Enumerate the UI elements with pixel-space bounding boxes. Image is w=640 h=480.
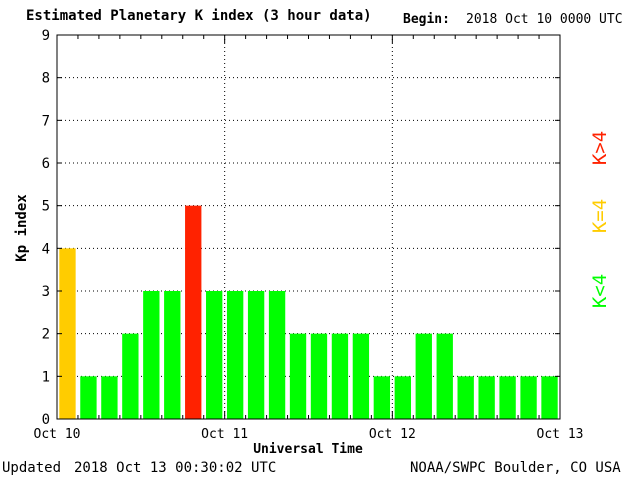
bars — [59, 205, 558, 419]
kp-bar — [101, 376, 118, 419]
kp-bar — [352, 333, 370, 419]
kp-bar — [478, 376, 495, 419]
x-axis-label: Universal Time — [253, 442, 363, 457]
y-tick-label: 0 — [42, 412, 50, 428]
y-tick-label: 1 — [42, 369, 50, 385]
credit-text: NOAA/SWPC Boulder, CO USA — [410, 460, 621, 476]
kp-bar — [268, 291, 286, 419]
kp-bar — [520, 376, 537, 419]
y-tick-label: 6 — [42, 156, 50, 172]
begin-date: 2018 Oct 10 0000 UTC — [466, 12, 623, 27]
kp-bar — [164, 291, 181, 419]
x-tick-label: Oct 10 — [34, 427, 81, 442]
kp-bar — [310, 333, 328, 419]
kp-bar — [206, 291, 223, 419]
kp-bar — [80, 376, 97, 419]
kp-bar — [457, 376, 474, 419]
kp-bar — [436, 333, 453, 419]
legend-mid: K=4 — [589, 199, 611, 233]
kp-bar — [394, 376, 411, 419]
updated-label: Updated — [2, 460, 62, 476]
x-tick-label: Oct 13 — [537, 427, 584, 442]
y-tick-label: 8 — [42, 71, 50, 87]
kp-bar — [226, 291, 244, 419]
kp-bar — [122, 333, 139, 419]
axes: 0 1 2 3 4 5 6 7 8 9 Oct 10 Oct 11 Oct 12 Oct 13 — [34, 28, 584, 442]
x-tick-label: Oct 12 — [369, 427, 416, 442]
kp-bar — [59, 248, 76, 419]
kp-bar — [289, 333, 307, 419]
kp-bar — [247, 291, 265, 419]
updated-value: 2018 Oct 13 00:30:02 UTC — [74, 460, 277, 476]
y-tick-label: 7 — [42, 113, 50, 129]
grid-lines — [57, 35, 560, 419]
legend-high: K>4 — [589, 131, 611, 165]
kp-bar — [185, 205, 202, 419]
kp-bar — [499, 376, 516, 419]
kp-bar — [143, 291, 160, 419]
kp-bar — [541, 376, 558, 419]
y-tick-label: 2 — [42, 327, 50, 343]
x-tick-label: Oct 11 — [201, 427, 248, 442]
y-tick-label: 9 — [42, 28, 50, 44]
y-tick-label: 3 — [42, 284, 50, 300]
y-tick-label: 5 — [42, 199, 50, 215]
begin-label: Begin: — [403, 12, 450, 27]
kp-bar — [415, 333, 432, 419]
chart-title: Estimated Planetary K index (3 hour data… — [26, 8, 372, 24]
legend-low: K<4 — [589, 274, 611, 308]
y-axis-label: Kp index — [14, 194, 30, 262]
kp-bar — [331, 333, 349, 419]
kp-bar — [373, 376, 391, 419]
y-tick-label: 4 — [42, 241, 50, 257]
